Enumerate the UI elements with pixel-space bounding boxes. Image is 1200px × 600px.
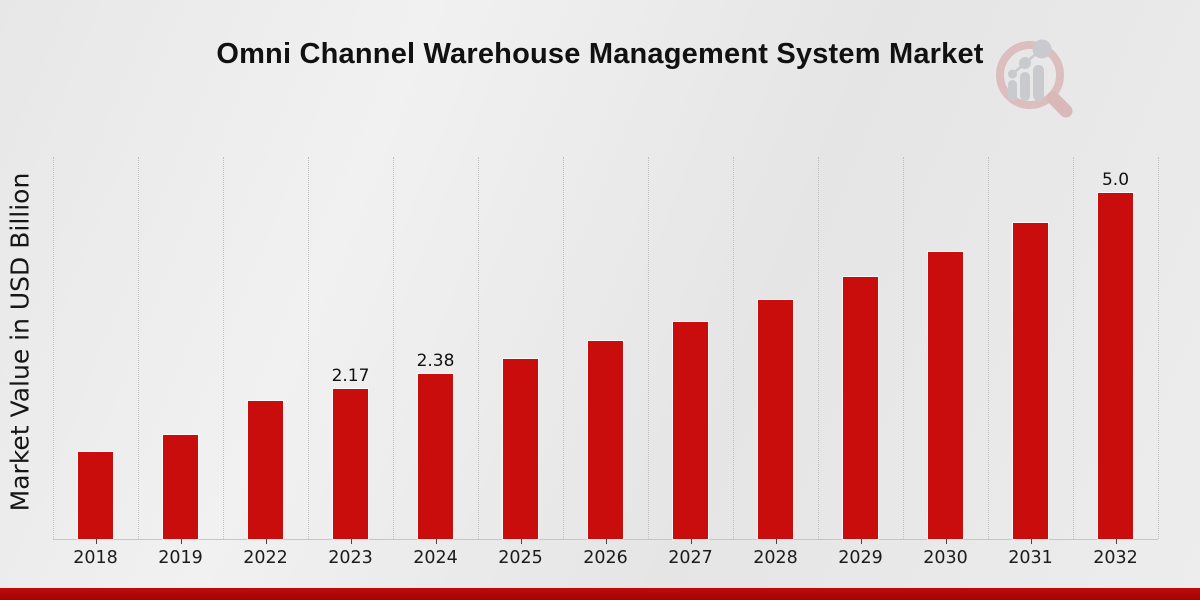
x-axis-tick bbox=[95, 539, 97, 544]
x-axis-tick bbox=[605, 539, 607, 544]
gridline bbox=[903, 157, 904, 539]
x-axis-label-2028: 2028 bbox=[753, 548, 798, 568]
bar-value-label-2032: 5.0 bbox=[1101, 169, 1130, 190]
x-axis-label-2030: 2030 bbox=[923, 548, 968, 568]
x-axis-tick bbox=[1030, 539, 1032, 544]
gridline bbox=[988, 157, 989, 539]
x-axis-label-2031: 2031 bbox=[1008, 548, 1053, 568]
x-axis-tick bbox=[350, 539, 352, 544]
bar-2024 bbox=[417, 373, 454, 540]
gridline bbox=[308, 157, 309, 539]
x-axis-tick bbox=[945, 539, 947, 544]
x-axis-tick bbox=[775, 539, 777, 544]
bar-2025 bbox=[502, 358, 539, 540]
x-axis-label-2019: 2019 bbox=[158, 548, 203, 568]
gridline bbox=[223, 157, 224, 539]
magnifier-bar-chart-logo-icon bbox=[996, 39, 1073, 118]
x-axis-tick bbox=[1115, 539, 1117, 544]
bar-value-label-2024: 2.38 bbox=[416, 351, 455, 372]
bar-2031 bbox=[1012, 222, 1049, 540]
x-axis-label-2026: 2026 bbox=[583, 548, 628, 568]
gridline bbox=[1073, 157, 1074, 539]
bar-2029 bbox=[842, 275, 879, 540]
x-axis-label-2029: 2029 bbox=[838, 548, 883, 568]
bar-2023 bbox=[332, 387, 369, 540]
x-axis-tick bbox=[180, 539, 182, 544]
bar-2026 bbox=[587, 340, 624, 540]
y-axis-label: Market Value in USD Billion bbox=[5, 172, 35, 512]
gridline bbox=[393, 157, 394, 539]
x-axis-tick bbox=[435, 539, 437, 544]
x-axis-label-2027: 2027 bbox=[668, 548, 713, 568]
gridline bbox=[138, 157, 139, 539]
bar-2028 bbox=[757, 299, 794, 540]
x-axis-label-2018: 2018 bbox=[73, 548, 118, 568]
gridline bbox=[478, 157, 479, 539]
bar-2018 bbox=[77, 451, 114, 540]
x-axis-tick bbox=[520, 539, 522, 544]
x-axis-label-2023: 2023 bbox=[328, 548, 373, 568]
bar-value-label-2023: 2.17 bbox=[331, 365, 370, 386]
bar-2019 bbox=[162, 434, 199, 540]
plot-area: 2018 2019 2022 2.17 2023 2.38 2024 2025 2026 2027… bbox=[53, 157, 1159, 568]
gridline bbox=[733, 157, 734, 539]
bar-2032 bbox=[1097, 191, 1134, 540]
x-axis-label-2025: 2025 bbox=[498, 548, 543, 568]
gridline bbox=[1158, 157, 1159, 539]
x-axis-tick bbox=[690, 539, 692, 544]
gridline bbox=[53, 157, 54, 539]
x-axis-label-2032: 2032 bbox=[1093, 548, 1138, 568]
bottom-accent-strip bbox=[0, 588, 1200, 600]
x-axis-tick bbox=[265, 539, 267, 544]
x-axis-label-2022: 2022 bbox=[243, 548, 288, 568]
chart-title: Omni Channel Warehouse Management System… bbox=[216, 38, 984, 70]
bar-2022 bbox=[247, 399, 284, 540]
gridline bbox=[818, 157, 819, 539]
gridline bbox=[563, 157, 564, 539]
x-axis-tick bbox=[860, 539, 862, 544]
bar-2027 bbox=[672, 321, 709, 540]
x-axis-label-2024: 2024 bbox=[413, 548, 458, 568]
bar-2030 bbox=[927, 250, 964, 540]
gridline bbox=[648, 157, 649, 539]
